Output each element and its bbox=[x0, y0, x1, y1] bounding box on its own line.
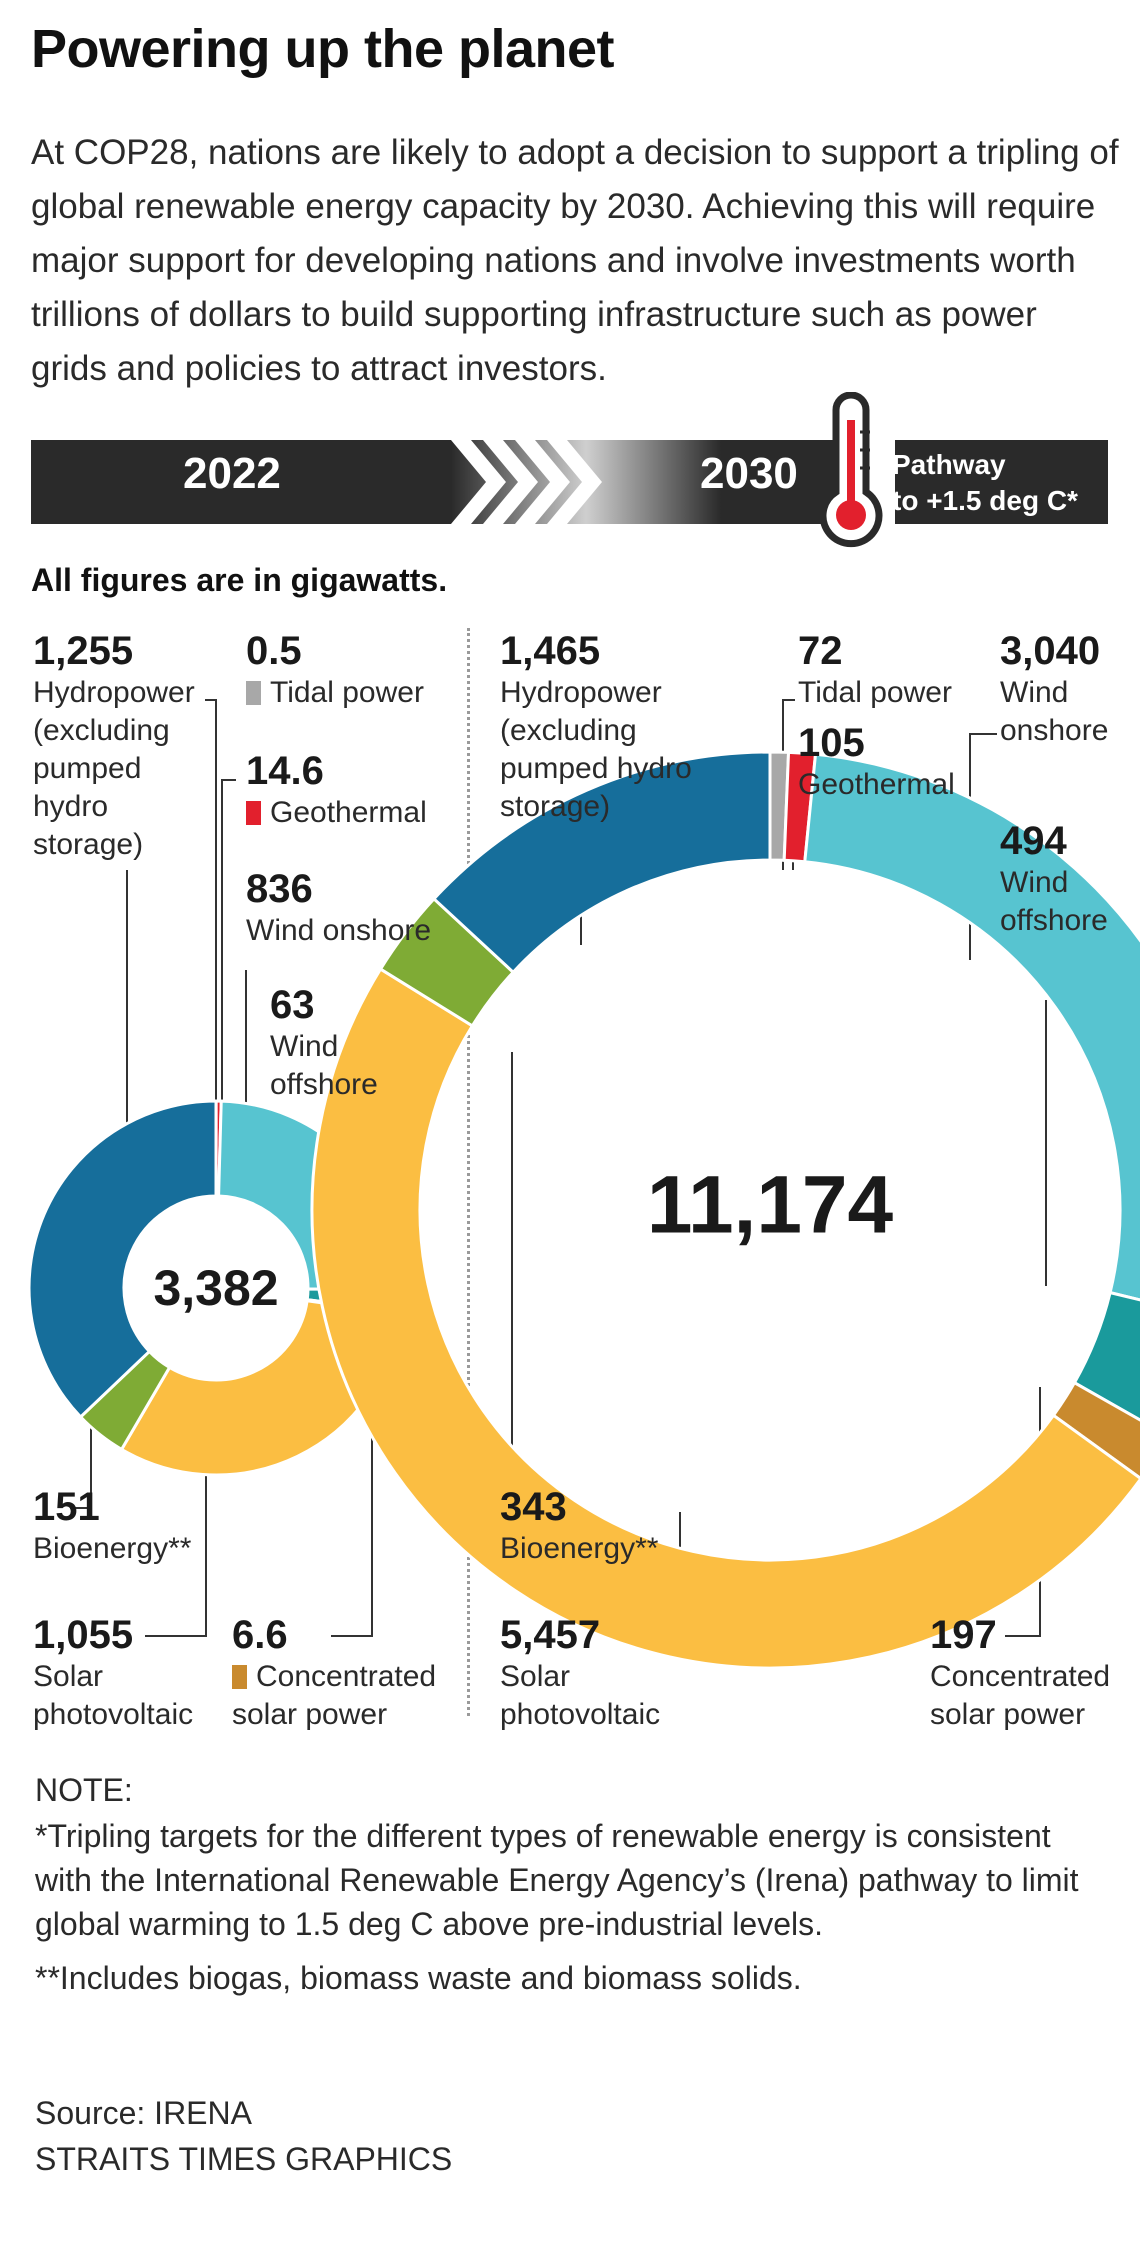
page-title: Powering up the planet bbox=[31, 19, 615, 79]
pathway-line-2: to +1.5 deg C* bbox=[892, 485, 1078, 516]
units-note: All figures are in gigawatts. bbox=[31, 562, 448, 598]
csp-swatch-icon bbox=[232, 1665, 247, 1689]
leader-2022-tidal bbox=[205, 699, 217, 1109]
label-2022-tidal: 0.5 Tidal power bbox=[246, 629, 424, 709]
source-text: Source: IRENA bbox=[35, 2095, 252, 2131]
column-divider bbox=[467, 628, 470, 1716]
chevron-arrows-icon bbox=[451, 440, 602, 524]
note-tripling: *Tripling targets for the different type… bbox=[35, 1818, 1079, 1942]
label-2022-geothermal: 14.6 Geothermal bbox=[246, 749, 427, 829]
leader-2022-bio bbox=[70, 1427, 92, 1509]
slice-2030-hydropower bbox=[431, 750, 772, 975]
source-block: Source: IRENA STRAITS TIMES GRAPHICS bbox=[35, 2090, 452, 2182]
notes-heading: NOTE: bbox=[35, 1772, 133, 1808]
pathway-label: Pathway to +1.5 deg C* bbox=[892, 447, 1078, 519]
banner-right-band bbox=[721, 440, 1108, 524]
total-2022: 3,382 bbox=[153, 1260, 278, 1316]
banner-year-2022: 2022 bbox=[183, 449, 281, 498]
total-2030: 11,174 bbox=[647, 1160, 894, 1251]
donut-2030 bbox=[310, 750, 1140, 1670]
banner-left-band bbox=[31, 440, 451, 524]
label-2022-csp: 6.6 Concentrated solar power bbox=[232, 1613, 437, 1731]
label-2022-solar: 1,055 Solar photovoltaic bbox=[33, 1613, 194, 1731]
label-2030-wind-offshore: 494 Wind offshore bbox=[1000, 819, 1108, 937]
slice-2030-solar_pv bbox=[310, 966, 1140, 1670]
label-2022-wind-onshore: 836 Wind onshore bbox=[246, 867, 432, 947]
note-bioenergy: **Includes biogas, biomass waste and bio… bbox=[35, 1960, 802, 1996]
label-2030-bioenergy: 343 Bioenergy** bbox=[500, 1485, 659, 1565]
pathway-line-1: Pathway bbox=[892, 449, 1006, 480]
label-2030-wind-onshore: 3,040 Wind onshore bbox=[1000, 629, 1109, 747]
slice-2022-hydropower bbox=[27, 1099, 218, 1420]
leader-2022-geo bbox=[221, 779, 236, 1109]
intro-text: At COP28, nations are likely to adopt a … bbox=[31, 133, 1119, 388]
notes: NOTE: *Tripling targets for the differen… bbox=[35, 1768, 1115, 2010]
label-2030-solar: 5,457 Solar photovoltaic bbox=[500, 1613, 661, 1731]
label-2030-tidal: 72 Tidal power bbox=[798, 629, 952, 709]
label-2022-wind-offshore: 63 Wind offshore bbox=[270, 983, 378, 1101]
label-2022-bioenergy: 151 Bioenergy** bbox=[33, 1485, 192, 1565]
year-banner bbox=[31, 440, 1108, 524]
thermometer-icon bbox=[819, 392, 883, 548]
banner-year-2030: 2030 bbox=[700, 449, 798, 498]
credit-text: STRAITS TIMES GRAPHICS bbox=[35, 2141, 453, 2177]
label-2030-geothermal: 105 Geothermal bbox=[798, 721, 955, 801]
label-2022-hydropower: 1,255 Hydropower (excluding pumped hydro … bbox=[33, 629, 195, 861]
tidal-swatch-icon bbox=[246, 681, 261, 705]
slice-2030-wind_onshore bbox=[803, 752, 1140, 1302]
leader-2022-solar bbox=[145, 1469, 207, 1637]
label-2030-csp: 197 Concentrated solar power bbox=[930, 1613, 1111, 1731]
geothermal-swatch-icon bbox=[246, 801, 261, 825]
label-2030-hydropower: 1,465 Hydropower (excluding pumped hydro … bbox=[500, 629, 692, 823]
